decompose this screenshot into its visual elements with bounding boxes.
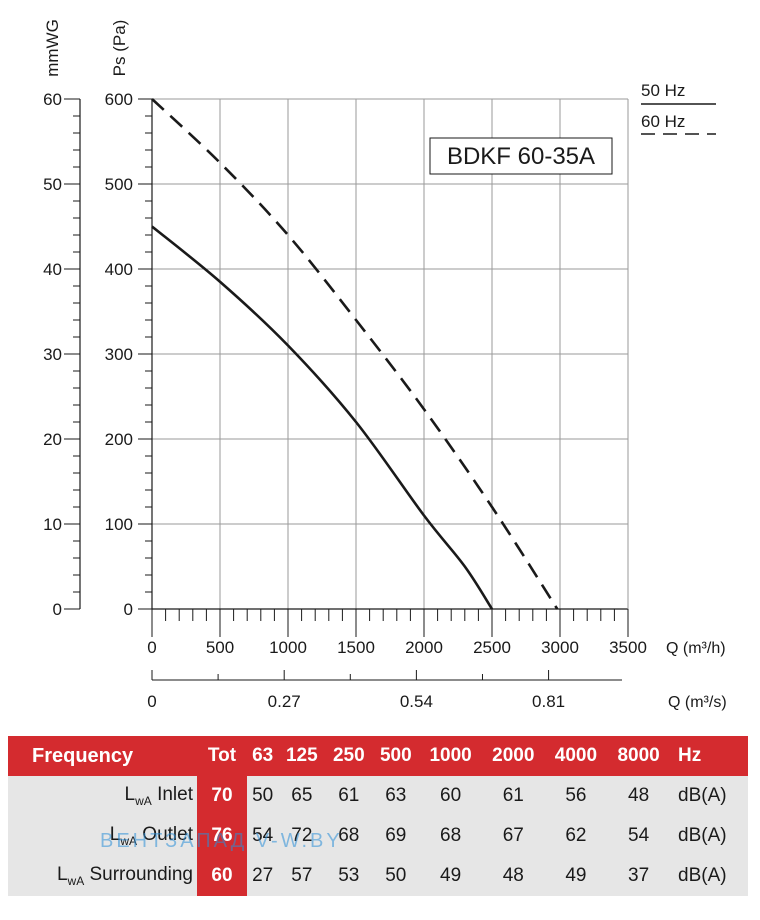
row-label: LwA Surrounding bbox=[8, 856, 197, 896]
unit-cell: dB(A) bbox=[670, 776, 748, 816]
table-row-surrounding: LwA Surrounding 60 27 57 53 50 49 48 49 … bbox=[8, 856, 748, 896]
sound-power-table: Frequency Tot 63 125 250 500 1000 2000 4… bbox=[8, 736, 748, 896]
y-mmwg-tick-label: 50 bbox=[43, 175, 62, 194]
table-cell: 65 bbox=[278, 776, 326, 816]
tot-header: Tot bbox=[197, 736, 247, 776]
table-cell: 50 bbox=[372, 856, 420, 896]
freq-header: 4000 bbox=[544, 736, 608, 776]
x-axis-label-m3s: Q (m³/s) bbox=[668, 694, 727, 711]
series-line-60hz bbox=[151, 98, 559, 610]
y-pa-tick-label: 500 bbox=[105, 175, 133, 194]
grid-lines bbox=[152, 98, 629, 609]
freq-header: 2000 bbox=[481, 736, 545, 776]
legend-label-60hz: 60 Hz bbox=[641, 112, 685, 131]
freq-header: 125 bbox=[278, 736, 326, 776]
fan-curve-chart: 0 500 1000 1500 2000 2500 3000 3500010020030040… bbox=[43, 19, 727, 711]
x-tick-label: 2500 bbox=[473, 638, 511, 657]
freq-header: 8000 bbox=[607, 736, 670, 776]
unit-cell: dB(A) bbox=[670, 816, 748, 856]
tot-value: 60 bbox=[197, 856, 247, 896]
chart-title: BDKF 60-35A bbox=[447, 143, 595, 170]
freq-header: 1000 bbox=[419, 736, 482, 776]
frequency-header: Frequency bbox=[8, 736, 197, 776]
freq-header: 250 bbox=[325, 736, 373, 776]
row-label: LwA Inlet bbox=[8, 776, 197, 816]
y-mmwg-tick-label: 0 bbox=[53, 600, 62, 619]
x-tick-label: 3000 bbox=[541, 638, 579, 657]
table-cell: 54 bbox=[607, 816, 670, 856]
x2-tick-label: 0.54 bbox=[400, 692, 433, 711]
table-cell: 48 bbox=[607, 776, 670, 816]
y-pa-tick-label: 0 bbox=[124, 600, 133, 619]
table-cell: 67 bbox=[481, 816, 545, 856]
y-mmwg-tick-label: 10 bbox=[43, 515, 62, 534]
table-cell: 61 bbox=[481, 776, 545, 816]
legend-label-50hz: 50 Hz bbox=[641, 81, 685, 100]
tot-value: 70 bbox=[197, 776, 247, 816]
tick-labels: 0 500 1000 1500 2000 2500 3000 3500010020030040… bbox=[43, 90, 647, 711]
legend: 50 Hz 60 Hz bbox=[641, 81, 716, 135]
table-cell: 61 bbox=[325, 776, 373, 816]
x2-tick-label: 0.27 bbox=[268, 692, 301, 711]
table-row-outlet: LwA Outlet 76 54 72 68 69 68 67 62 54 dB… bbox=[8, 816, 748, 856]
table-cell: 68 bbox=[325, 816, 373, 856]
y-mmwg-tick-label: 20 bbox=[43, 430, 62, 449]
tot-value: 76 bbox=[197, 816, 247, 856]
table-cell: 69 bbox=[372, 816, 420, 856]
y-mmwg-tick-label: 40 bbox=[43, 260, 62, 279]
table-cell: 49 bbox=[544, 856, 608, 896]
x2-tick-label: 0 bbox=[147, 692, 156, 711]
table-cell: 60 bbox=[419, 776, 482, 816]
table-cell: 50 bbox=[247, 776, 279, 816]
x-axis-label-m3h: Q (m³/h) bbox=[666, 640, 726, 657]
hz-header: Hz bbox=[670, 736, 748, 776]
y-right-axis-label: Ps (Pa) bbox=[110, 20, 129, 77]
y-mmwg-tick-label: 30 bbox=[43, 345, 62, 364]
x-tick-label: 1000 bbox=[269, 638, 307, 657]
row-label: LwA Outlet bbox=[8, 816, 197, 856]
y-mmwg-tick-label: 60 bbox=[43, 90, 62, 109]
axes bbox=[64, 98, 629, 681]
table-cell: 48 bbox=[481, 856, 545, 896]
y-pa-tick-label: 400 bbox=[105, 260, 133, 279]
table-cell: 68 bbox=[419, 816, 482, 856]
x-tick-label: 3500 bbox=[609, 638, 647, 657]
y-pa-tick-label: 300 bbox=[105, 345, 133, 364]
table-cell: 53 bbox=[325, 856, 373, 896]
x-tick-label: 2000 bbox=[405, 638, 443, 657]
table-cell: 37 bbox=[607, 856, 670, 896]
y-pa-tick-label: 100 bbox=[105, 515, 133, 534]
y-pa-tick-label: 600 bbox=[105, 90, 133, 109]
unit-cell: dB(A) bbox=[670, 856, 748, 896]
table-cell: 63 bbox=[372, 776, 420, 816]
chart-title-box: BDKF 60-35A bbox=[429, 137, 613, 175]
freq-header: 63 bbox=[247, 736, 279, 776]
table-row-inlet: LwA Inlet 70 50 65 61 63 60 61 56 48 dB(… bbox=[8, 776, 748, 816]
table-cell: 49 bbox=[419, 856, 482, 896]
series-lines bbox=[151, 98, 559, 610]
x2-tick-label: 0.81 bbox=[532, 692, 565, 711]
table-header-row: Frequency Tot 63 125 250 500 1000 2000 4… bbox=[8, 736, 748, 776]
y-pa-tick-label: 200 bbox=[105, 430, 133, 449]
table-cell: 56 bbox=[544, 776, 608, 816]
series-line-50hz bbox=[151, 225, 494, 610]
table-cell: 57 bbox=[278, 856, 326, 896]
x-tick-label: 0 bbox=[147, 638, 156, 657]
table-cell: 62 bbox=[544, 816, 608, 856]
y-left-axis-label: mmWG bbox=[43, 19, 62, 77]
x-tick-label: 1500 bbox=[337, 638, 375, 657]
freq-header: 500 bbox=[372, 736, 420, 776]
x-tick-label: 500 bbox=[206, 638, 234, 657]
table-cell: 72 bbox=[278, 816, 326, 856]
table-cell: 27 bbox=[247, 856, 279, 896]
table-cell: 54 bbox=[247, 816, 279, 856]
watermark: ВЕНТЗАПАД V-W.BY bbox=[100, 830, 343, 852]
